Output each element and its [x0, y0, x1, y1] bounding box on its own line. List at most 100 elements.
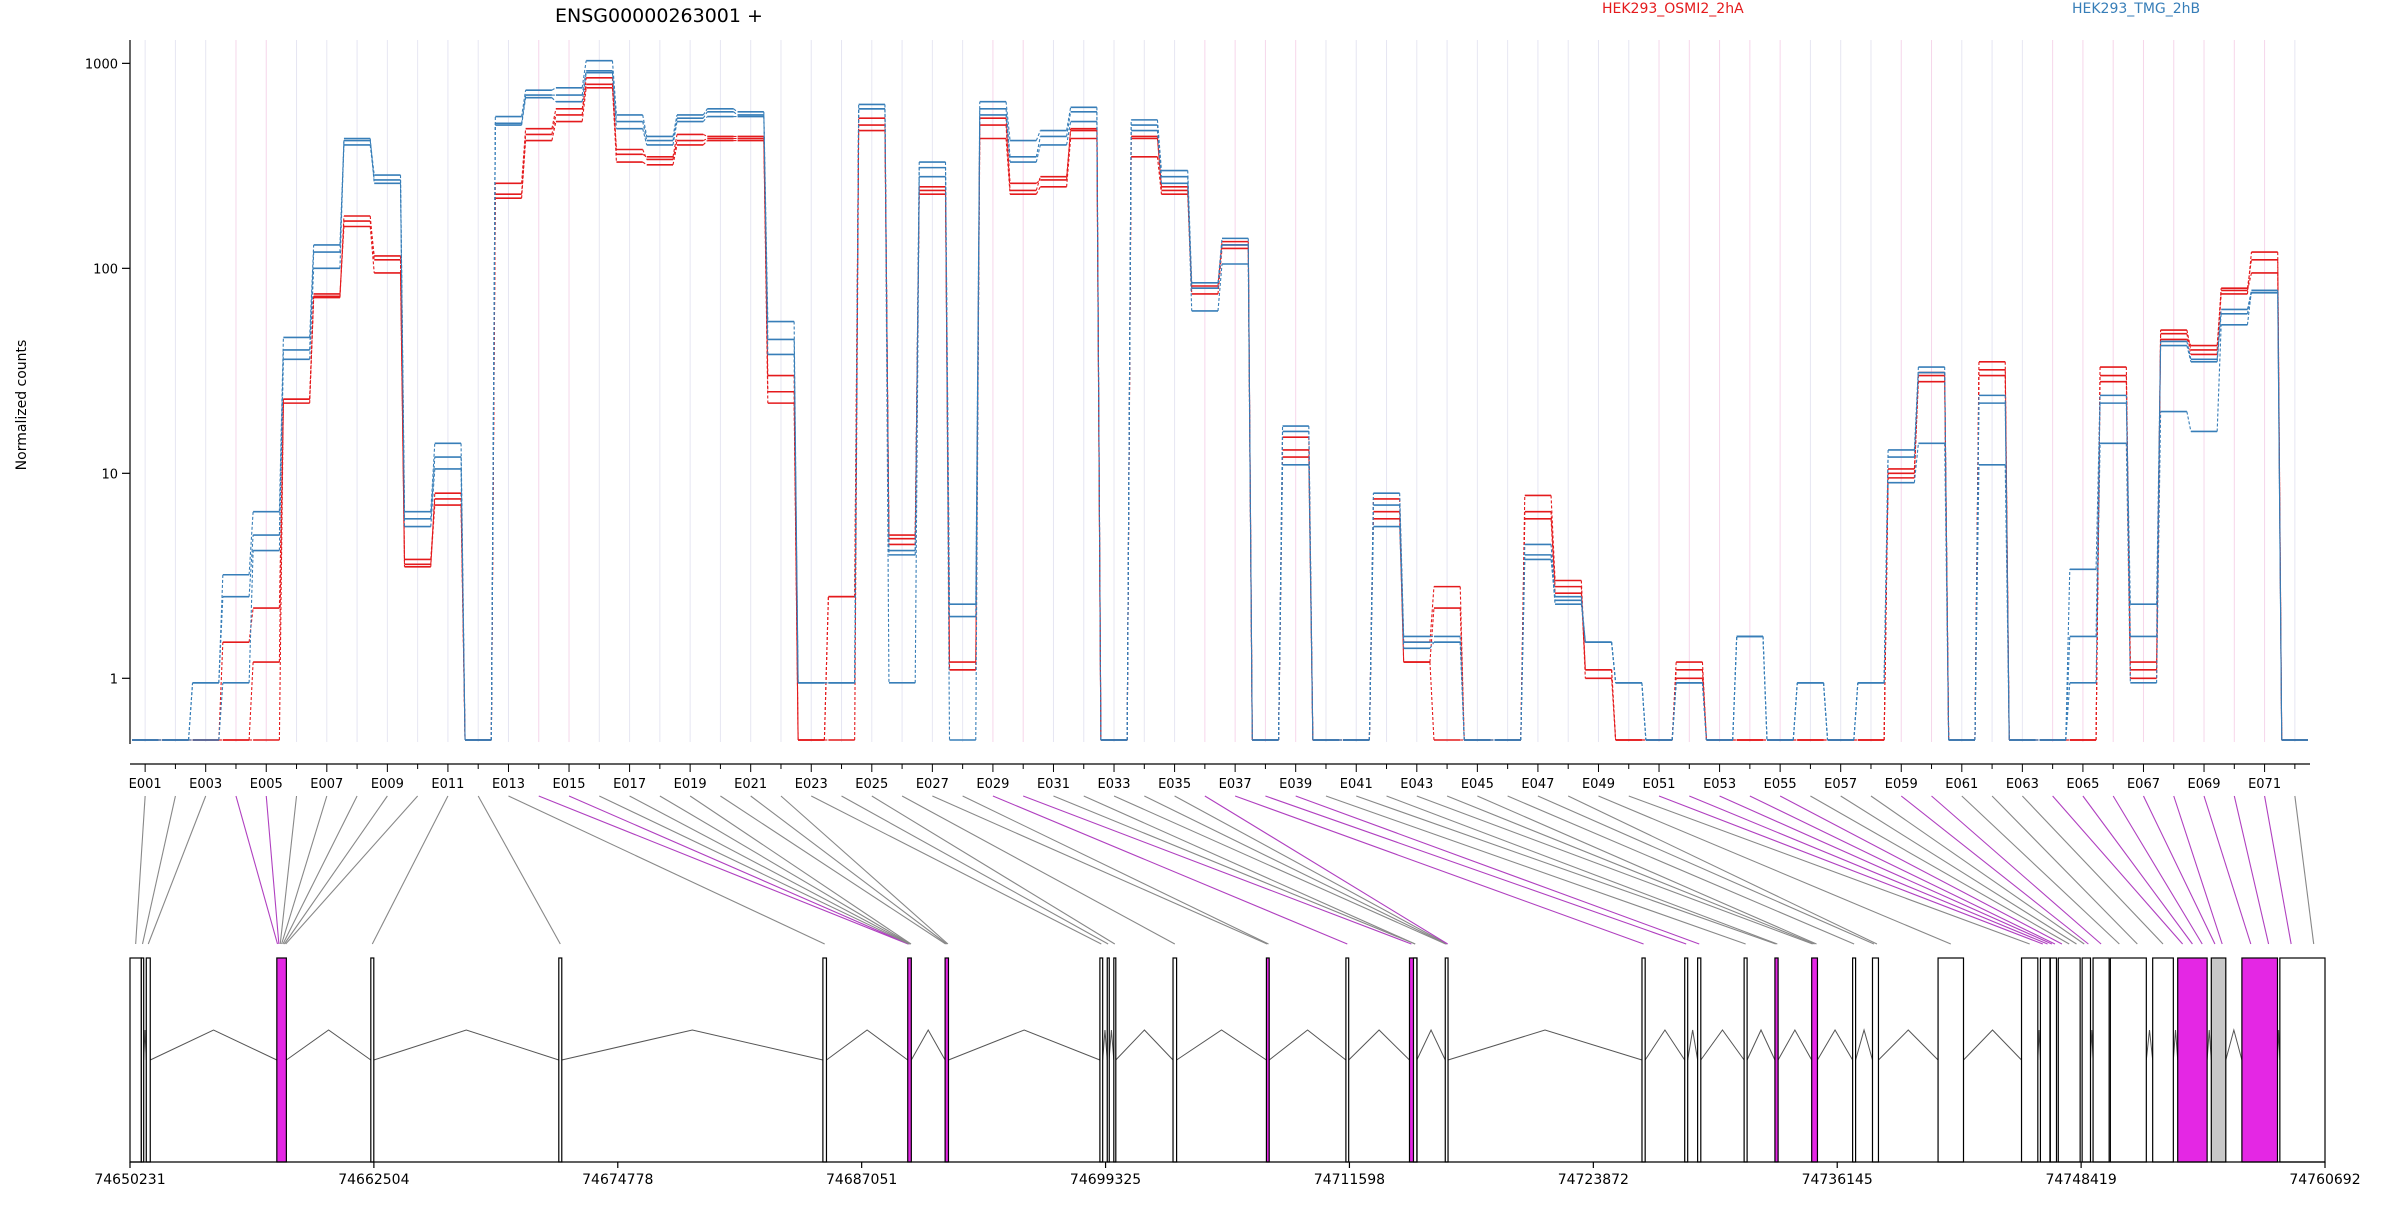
step-connector: [2186, 329, 2192, 351]
connector-E058: [1870, 795, 2085, 945]
connector-E067: [2142, 795, 2216, 945]
x-tick-label: E021: [734, 777, 767, 792]
step-connector: [642, 121, 648, 141]
step-connector: [2216, 290, 2222, 346]
intron-35: [2172, 1029, 2179, 1061]
x-tick-label: E071: [2248, 777, 2281, 792]
connector-E004: [235, 795, 279, 945]
step-connector: [2246, 272, 2252, 291]
intron-21: [1700, 1029, 1745, 1061]
step-connector: [1066, 111, 1072, 137]
x-tick-label: E003: [189, 777, 222, 792]
step-connector: [672, 140, 678, 160]
connector-E041: [1356, 795, 1776, 945]
step-connector: [1913, 367, 1919, 450]
step-connector: [399, 179, 406, 519]
connector-E009: [283, 795, 388, 945]
step-connector: [914, 176, 920, 683]
exon-box-22: [1743, 957, 1748, 1163]
step-connector: [2186, 341, 2192, 360]
step-connector: [793, 403, 799, 741]
step-connector: [1035, 186, 1041, 195]
connector-E065: [2082, 795, 2193, 945]
x-tick-label: E007: [310, 777, 343, 792]
connector-E049: [1598, 795, 1951, 945]
chart-title: ENSG00000263001 +: [555, 5, 763, 27]
x-tick-label: E051: [1643, 777, 1676, 792]
step-connector: [248, 550, 254, 683]
exon-box-18: [1444, 957, 1449, 1163]
connector-E063: [2021, 795, 2164, 945]
step-connector: [1429, 641, 1435, 649]
exon-box-6: [558, 957, 563, 1163]
intron-9: [948, 1029, 1101, 1061]
step-connector: [763, 140, 769, 404]
step-connector: [1005, 125, 1011, 191]
connector-E036: [1204, 795, 1448, 945]
exon-box-24: [1811, 957, 1819, 1163]
connector-E040: [1325, 795, 1746, 945]
exon-box-5: [370, 957, 375, 1163]
step-connector: [188, 682, 194, 741]
step-connector: [1399, 505, 1405, 643]
intron-7: [826, 1029, 909, 1061]
connector-E052: [1689, 795, 2048, 945]
connector-E022: [780, 795, 949, 945]
step-connector: [278, 399, 284, 741]
intron-15: [1348, 1029, 1410, 1061]
intron-19: [1644, 1029, 1686, 1061]
step-connector: [2065, 569, 2071, 741]
step-connector: [611, 87, 617, 163]
step-connector: [1580, 600, 1586, 643]
step-connector: [1550, 559, 1556, 601]
step-connector: [248, 662, 254, 741]
step-connector: [1035, 136, 1041, 157]
exon-box-30: [2049, 957, 2058, 1163]
step-connector: [1066, 121, 1072, 146]
step-connector: [1096, 121, 1102, 741]
step-connector: [672, 118, 678, 141]
step-connector: [1671, 682, 1677, 741]
connector-E018: [659, 795, 911, 945]
x-tick-label: E031: [1037, 777, 1070, 792]
x-tick-label: E067: [2127, 777, 2160, 792]
step-connector: [430, 493, 436, 567]
exon-box-14: [1265, 957, 1270, 1163]
series-lines: [132, 59, 2308, 741]
exon-box-2: [140, 957, 145, 1163]
step-connector: [1853, 682, 1859, 741]
intron-13: [1176, 1029, 1267, 1061]
step-connector: [339, 226, 345, 294]
step-connector: [218, 682, 224, 741]
step-connector: [1459, 642, 1465, 741]
x-tick-label: E065: [2066, 777, 2099, 792]
y-axis-label: Normalized counts: [14, 340, 30, 471]
x-tick-label: E061: [1945, 777, 1978, 792]
step-connector: [1005, 101, 1011, 141]
exon-box-39: [2279, 957, 2326, 1163]
step-connector: [1035, 130, 1041, 141]
exon-box-25: [1852, 957, 1857, 1163]
step-connector: [672, 114, 678, 137]
intron-5: [373, 1029, 559, 1061]
x-tick-label: E017: [613, 777, 646, 792]
exon-box-31: [2057, 957, 2081, 1163]
y-tick-label: 10: [101, 467, 118, 482]
step-connector: [1368, 511, 1374, 741]
connector-E016: [599, 795, 910, 945]
series-5: [132, 71, 2308, 741]
step-connector: [884, 108, 890, 683]
step-connector: [1126, 130, 1132, 741]
exon-box-12: [1113, 957, 1117, 1163]
step-connector: [1278, 464, 1284, 741]
step-connector: [1823, 682, 1829, 741]
step-connector: [248, 511, 254, 575]
step-connector: [1005, 114, 1011, 163]
step-connector: [551, 87, 557, 91]
step-connector: [672, 144, 678, 165]
exon-box-9: [944, 957, 950, 1163]
step-connector: [1671, 662, 1677, 741]
step-connector: [1156, 130, 1162, 184]
intron-10: [1102, 1029, 1108, 1061]
exon-box-38: [2241, 957, 2279, 1163]
